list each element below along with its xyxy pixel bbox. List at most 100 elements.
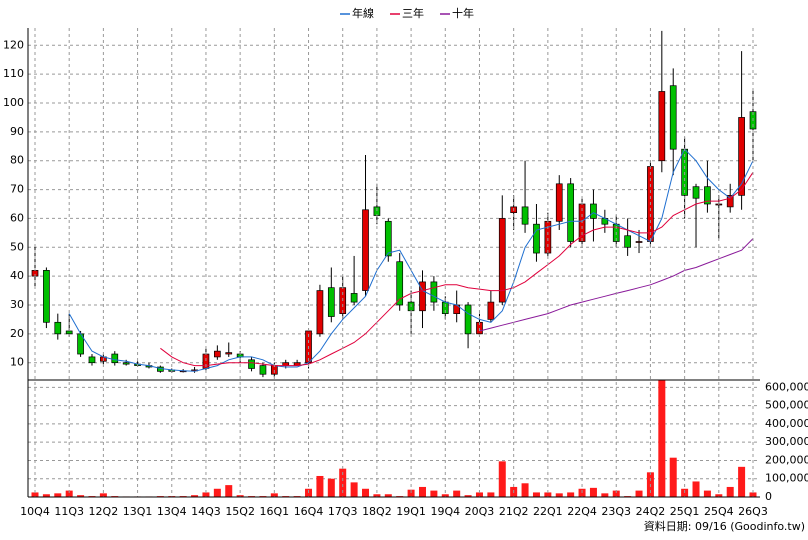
- volume-bar: [384, 494, 392, 497]
- volume-bar: [441, 494, 449, 497]
- x-tick-label: 11Q3: [54, 505, 84, 518]
- candle-body: [122, 362, 130, 365]
- volume-bar: [65, 490, 73, 497]
- candle-body: [327, 287, 335, 317]
- y-tick-label: 20: [10, 327, 24, 340]
- candle-body: [43, 270, 50, 323]
- volume-bar: [213, 488, 221, 497]
- candle-body: [704, 186, 711, 205]
- x-tick-label: 26Q3: [738, 505, 768, 518]
- volume-bar: [31, 492, 39, 497]
- x-tick-label: 13Q1: [123, 505, 153, 518]
- volume-bar: [225, 485, 233, 497]
- candle-body: [396, 261, 404, 306]
- candle-body: [362, 209, 369, 291]
- volume-bar: [430, 490, 438, 497]
- candle-body: [464, 304, 472, 335]
- y-tick-label: 60: [10, 211, 24, 224]
- candle-body: [498, 218, 506, 303]
- y-tick-label: 70: [10, 183, 24, 196]
- x-tick-label: 14Q3: [191, 505, 221, 518]
- candle-body: [590, 203, 597, 219]
- x-tick-label: 22Q4: [567, 505, 597, 518]
- candle-body: [635, 241, 643, 243]
- footer: 資料日期: 09/16 (Goodinfo.tw): [644, 519, 805, 533]
- volume-bar: [669, 457, 677, 497]
- volume-bar: [544, 492, 552, 497]
- candle-body: [88, 356, 96, 364]
- y-tick-label: 80: [10, 154, 24, 167]
- candle-body: [726, 194, 734, 208]
- candle-body: [567, 183, 575, 242]
- x-tick-label: 15Q2: [225, 505, 255, 518]
- y-tick-label: 50: [10, 240, 24, 253]
- x-tick-label: 22Q1: [533, 505, 563, 518]
- y2-tick-label: 200,000: [765, 453, 808, 466]
- candle-body: [225, 352, 233, 355]
- y-tick-label: 110: [3, 67, 24, 80]
- volume-bar: [350, 482, 358, 497]
- x-tick-label: 23Q3: [601, 505, 631, 518]
- volume-bar: [418, 486, 426, 497]
- candle-body: [213, 350, 221, 358]
- candle-body: [738, 117, 745, 196]
- volume-bar: [726, 486, 734, 497]
- candle-body: [533, 223, 540, 254]
- y-tick-label: 90: [10, 125, 24, 138]
- ma-line: [160, 172, 754, 367]
- candle-body: [624, 235, 631, 248]
- y-tick-label: 10: [10, 356, 24, 369]
- candle-body: [248, 359, 255, 369]
- candle-body: [316, 290, 324, 335]
- volume-bar: [738, 466, 746, 497]
- volume-bar: [407, 489, 415, 497]
- volume-bar: [521, 483, 529, 497]
- x-tick-label: 21Q2: [499, 505, 529, 518]
- volume-bar: [601, 493, 609, 497]
- x-tick-label: 19Q4: [430, 505, 460, 518]
- volume-bar: [612, 490, 620, 497]
- volume-bar: [635, 490, 643, 497]
- volume-bar: [202, 492, 210, 497]
- x-tick-label: 13Q4: [157, 505, 187, 518]
- candle-body: [487, 301, 495, 320]
- candle-body: [692, 186, 700, 199]
- volume-bar: [77, 495, 85, 497]
- legend-label: 十年: [452, 6, 474, 20]
- volume-bar: [555, 493, 563, 497]
- volume-bar: [362, 488, 370, 497]
- volume-bar: [498, 461, 506, 497]
- volume-bar: [270, 493, 278, 497]
- volume-bar: [692, 481, 700, 497]
- volume-bar: [42, 494, 50, 497]
- volume-bar: [567, 492, 575, 497]
- candle-body: [65, 330, 73, 335]
- volume-bar: [373, 494, 381, 497]
- candle-body: [669, 85, 677, 150]
- x-tick-label: 25Q4: [704, 505, 734, 518]
- volume-bar: [54, 493, 62, 497]
- y-tick-label: 30: [10, 298, 24, 311]
- x-tick-label: 12Q2: [89, 505, 119, 518]
- candle-body: [521, 206, 529, 225]
- x-tick-label: 16Q1: [260, 505, 290, 518]
- x-tick-label: 25Q1: [670, 505, 700, 518]
- candle-body: [555, 183, 563, 222]
- volume-bar: [191, 495, 199, 497]
- volume-bar: [749, 492, 757, 497]
- y-tick-label: 100: [3, 96, 24, 109]
- y-tick-label: 120: [3, 38, 24, 51]
- x-tick-label: 16Q4: [294, 505, 324, 518]
- legend-label: 三年: [402, 6, 424, 20]
- y-tick-label: 40: [10, 269, 24, 282]
- x-tick-label: 19Q1: [396, 505, 426, 518]
- candle-body: [350, 293, 358, 303]
- volume-bar: [475, 492, 483, 497]
- candle-body: [259, 365, 267, 375]
- volume-bar: [464, 495, 472, 497]
- x-tick-label: 10Q4: [20, 505, 50, 518]
- volume-bar: [532, 492, 540, 497]
- x-tick-label: 20Q3: [465, 505, 495, 518]
- candle-body: [111, 353, 119, 364]
- volume-bar: [487, 492, 495, 497]
